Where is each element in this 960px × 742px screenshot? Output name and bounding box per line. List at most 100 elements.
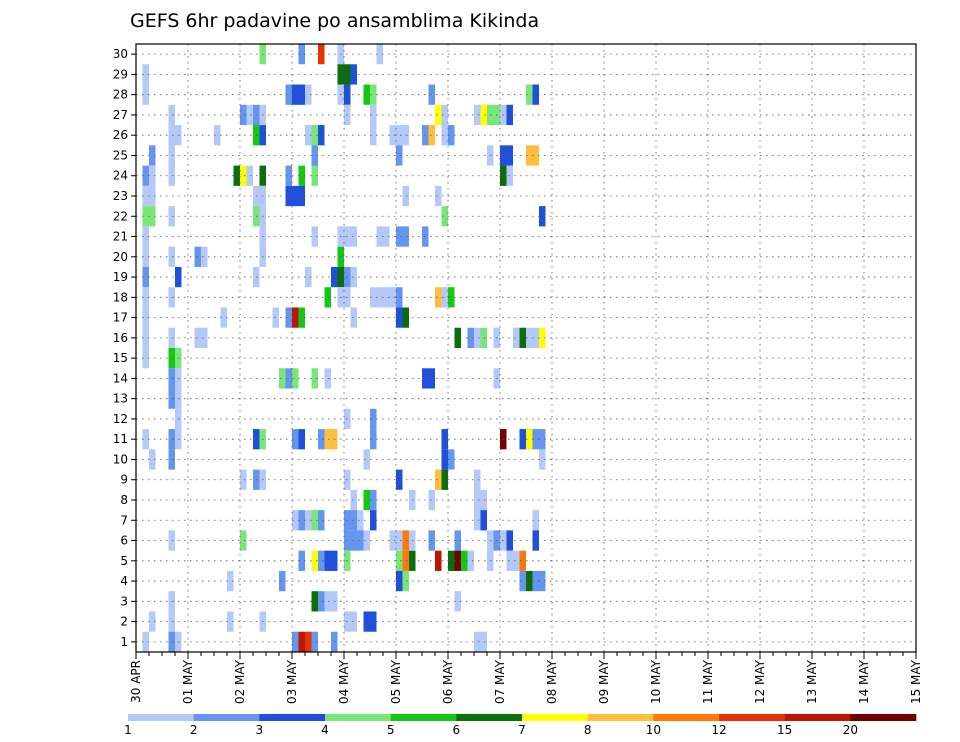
x-tick-label: 03 MAY	[285, 659, 299, 704]
colorbar: 1 2 3 4 5 6 7 8 10 12 15 20	[124, 714, 917, 737]
heatmap-cell	[350, 489, 357, 511]
colorbar-label: 3	[256, 723, 264, 737]
heatmap-cell	[513, 327, 520, 348]
heatmap-cell	[370, 104, 377, 126]
colorbar-label: 7	[518, 723, 526, 737]
heatmap-cell	[324, 287, 331, 308]
heatmap-cell	[318, 125, 325, 146]
heatmap-cell	[279, 570, 286, 592]
heatmap-cell	[305, 125, 312, 146]
heatmap-cell	[396, 550, 403, 571]
heatmap-cell	[285, 368, 292, 389]
heatmap-cell	[285, 165, 292, 186]
x-tick-label: 10 MAY	[649, 659, 663, 704]
x-tick-label: 09 MAY	[597, 659, 611, 704]
heatmap-cell	[227, 611, 234, 632]
heatmap-cell	[168, 125, 175, 146]
heatmap-cell	[526, 84, 533, 105]
heatmap-cell	[474, 327, 481, 348]
colorbar-label: 1	[124, 723, 132, 737]
heatmap-cell	[480, 104, 487, 126]
heatmap-cell	[519, 429, 526, 450]
heatmap-cell	[513, 550, 520, 571]
y-axis-ticks: 1234567891011121314151617181920212223242…	[113, 47, 136, 649]
colorbar-label: 2	[190, 723, 198, 737]
heatmap-cell	[441, 125, 448, 146]
heatmap-cell	[506, 145, 513, 166]
heatmap-cell	[298, 165, 305, 186]
y-tick-label: 3	[120, 594, 128, 608]
heatmap-cell	[435, 469, 442, 490]
heatmap-cell	[526, 429, 533, 450]
heatmap-cell	[396, 226, 403, 247]
heatmap-cell	[480, 327, 487, 348]
heatmap-cell	[168, 530, 175, 551]
heatmap-cell	[474, 104, 481, 126]
colorbar-label: 10	[646, 723, 661, 737]
heatmap-cell	[168, 287, 175, 308]
heatmap-cell	[292, 429, 299, 450]
heatmap-cell	[506, 550, 513, 571]
heatmap-cell	[298, 185, 305, 207]
y-tick-label: 17	[113, 311, 128, 325]
heatmap-cell	[240, 104, 247, 126]
heatmap-cell	[383, 287, 390, 308]
x-axis-ticks: 30 APR 01 MAY 02 MAY 03 MAY 04 MAY 05 MAY 06 M…	[129, 652, 923, 704]
heatmap-cell	[214, 125, 221, 146]
heatmap-cell	[396, 570, 403, 592]
y-tick-label: 4	[120, 574, 128, 588]
heatmap-cell	[149, 145, 156, 166]
heatmap-cell	[370, 125, 377, 146]
heatmap-cell	[240, 469, 247, 490]
colorbar-label: 20	[843, 723, 858, 737]
heatmap-cell	[168, 429, 175, 450]
heatmap-cell	[285, 307, 292, 328]
heatmap-cell	[376, 287, 383, 308]
colorbar-swatch	[259, 714, 326, 721]
heatmap-cell	[350, 611, 357, 632]
heatmap-cell	[539, 449, 546, 470]
heatmap-cell	[149, 611, 156, 632]
heatmap-cell	[370, 510, 377, 531]
x-tick-label: 30 APR	[129, 660, 143, 703]
x-tick-label: 12 MAY	[753, 659, 767, 704]
heatmap-cell	[370, 287, 377, 308]
heatmap-cell	[402, 550, 409, 571]
colorbar-swatch	[719, 714, 785, 721]
heatmap-cell	[539, 327, 546, 348]
heatmap-cell	[168, 348, 175, 369]
heatmap-cell	[428, 489, 435, 511]
heatmap-cell	[370, 84, 377, 105]
heatmap-cell	[142, 266, 149, 288]
heatmap-cell	[370, 408, 377, 430]
colorbar-label: 12	[711, 723, 726, 737]
heatmap-cell	[298, 84, 305, 105]
y-tick-label: 21	[113, 230, 128, 244]
heatmap-cell	[305, 266, 312, 288]
heatmap-cell	[428, 368, 435, 389]
heatmap-cell	[292, 510, 299, 531]
heatmap-cell	[142, 348, 149, 369]
heatmap-cell	[396, 469, 403, 490]
heatmap-cell	[311, 165, 318, 186]
heatmap-cell	[168, 611, 175, 632]
y-tick-label: 10	[113, 452, 128, 466]
heatmap-cell	[454, 530, 461, 551]
heatmap-cell	[532, 84, 539, 105]
heatmap-cell	[292, 185, 299, 207]
heatmap-cell	[506, 104, 513, 126]
heatmap-cell	[474, 489, 481, 511]
y-tick-label: 23	[113, 189, 128, 203]
heatmap-cell	[474, 510, 481, 531]
heatmap-cell	[142, 327, 149, 348]
heatmap-cell	[311, 591, 318, 612]
x-tick-label: 04 MAY	[337, 659, 351, 704]
heatmap-cell	[428, 125, 435, 146]
heatmap-cell	[246, 165, 253, 186]
x-tick-label: 07 MAY	[493, 659, 507, 704]
colorbar-swatch	[653, 714, 720, 721]
y-tick-label: 22	[113, 209, 128, 223]
x-tick-label: 06 MAY	[441, 659, 455, 704]
colorbar-label: 4	[321, 723, 329, 737]
heatmap-cell	[519, 550, 526, 571]
